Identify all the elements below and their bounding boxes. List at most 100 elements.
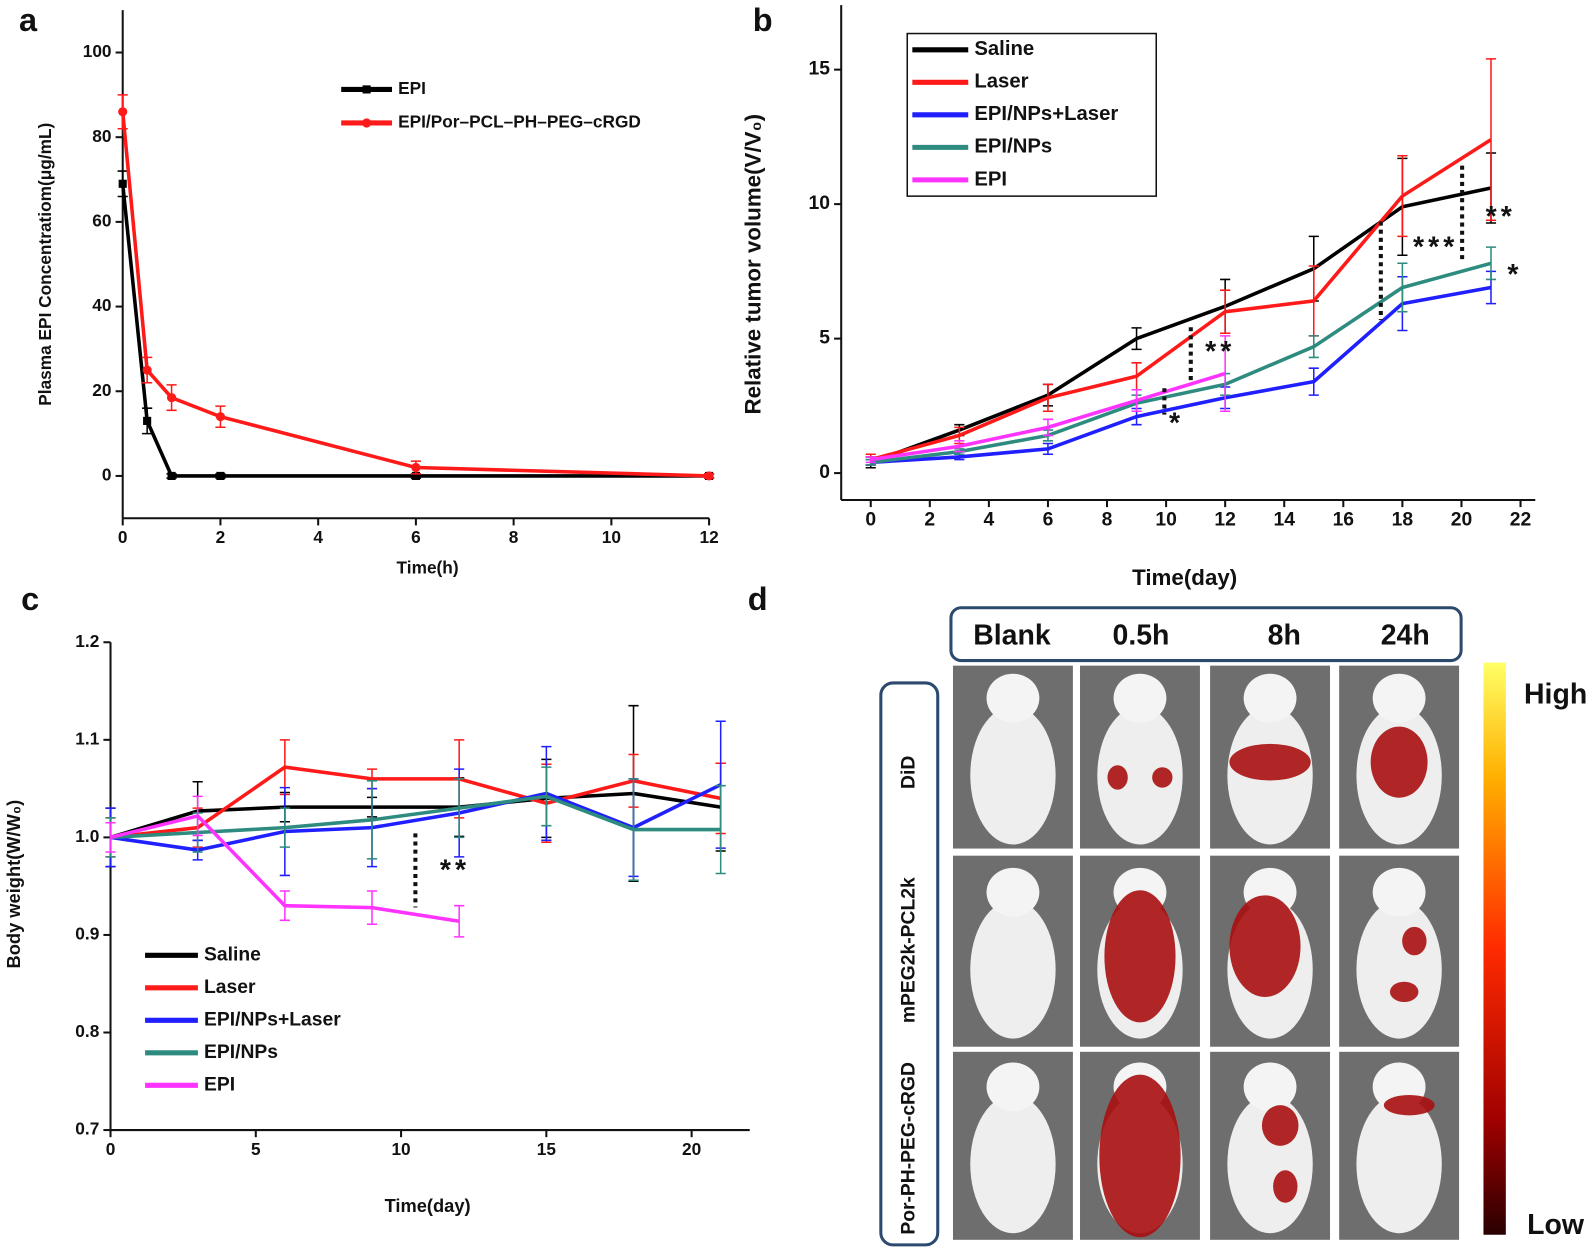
x-tick-label: 18	[1392, 509, 1414, 530]
marker	[216, 471, 225, 481]
error-bar	[454, 778, 465, 839]
error-bar	[1485, 246, 1497, 281]
y-tick-label: 80	[92, 126, 111, 146]
error-bar	[105, 821, 116, 853]
error-bar	[1485, 58, 1497, 222]
marker	[143, 416, 152, 425]
series-line	[870, 285, 1492, 465]
error-bar	[1131, 327, 1142, 351]
x-axis-label: Time(day)	[1132, 565, 1237, 590]
x-tick-label: 5	[251, 1139, 261, 1159]
signal	[1370, 726, 1428, 798]
signal	[1229, 743, 1311, 781]
series-line	[110, 783, 722, 852]
y-axis-label: Body weight(W/W₀)	[3, 800, 24, 969]
legend-label: Saline	[204, 944, 261, 965]
row-label: mPEG2k-PCL2k	[898, 877, 919, 1023]
marker	[118, 179, 127, 188]
y-tick-label: 15	[809, 59, 831, 80]
signal	[1273, 1170, 1298, 1203]
colorbar	[1483, 662, 1506, 1235]
series-line	[120, 111, 710, 478]
mouse-head	[1372, 867, 1426, 917]
row-label: DiD	[898, 756, 919, 789]
error-bar	[366, 780, 378, 860]
mouse-head	[986, 867, 1040, 917]
colorbar-high: High	[1524, 679, 1587, 711]
error-bar	[279, 807, 290, 848]
error-bar	[192, 795, 203, 837]
mouse-head	[986, 673, 1040, 723]
panel-label: a	[19, 2, 38, 38]
column-label: 8h	[1268, 620, 1301, 652]
signal	[1261, 1105, 1299, 1146]
legend-label: EPI/NPs	[974, 136, 1052, 158]
legend-label: Laser	[204, 977, 256, 998]
y-axis-label: Plasma EPI Concentratiom(μg/mL)	[35, 123, 55, 406]
error-bar	[1397, 262, 1408, 313]
error-bar	[541, 766, 552, 827]
signal	[1402, 926, 1427, 956]
error-bar	[1042, 442, 1054, 456]
annotation: *	[1507, 259, 1522, 291]
mouse-body	[970, 900, 1056, 1039]
signal	[1229, 895, 1301, 997]
x-tick-label: 22	[1510, 509, 1531, 530]
y-tick-label: 20	[92, 380, 111, 400]
y-tick-label: 5	[819, 328, 830, 349]
y-axis-label: Relative tumor volume(V/V₀)	[741, 114, 766, 415]
error-bar	[865, 456, 876, 464]
y-tick-label: 0	[819, 462, 830, 483]
mouse-head	[1372, 673, 1426, 723]
error-bar	[1308, 335, 1319, 359]
y-tick-label: 1.0	[75, 826, 99, 846]
x-tick-label: 12	[1214, 509, 1235, 530]
annotation: *	[1169, 407, 1184, 439]
signal	[1107, 765, 1128, 790]
x-tick-label: 15	[537, 1139, 557, 1159]
x-tick-label: 6	[411, 527, 421, 547]
signal	[1099, 1074, 1181, 1238]
x-tick-label: 4	[313, 527, 323, 547]
panel-label: d	[748, 581, 768, 617]
x-tick-label: 8	[1102, 509, 1113, 530]
y-tick-label: 1.1	[75, 728, 99, 748]
row-label-box	[879, 681, 940, 1247]
x-tick-label: 6	[1043, 509, 1054, 530]
mouse-body	[1097, 706, 1183, 845]
marker	[118, 107, 128, 117]
error-bar	[366, 890, 378, 925]
error-bar	[954, 440, 965, 453]
legend-label: Saline	[974, 38, 1034, 60]
panel-label: b	[753, 2, 773, 38]
series-line	[110, 791, 721, 840]
panel-label: c	[21, 581, 39, 617]
y-tick-label: 10	[809, 193, 830, 214]
y-tick-label: 60	[92, 210, 111, 230]
header-box	[949, 606, 1463, 663]
legend-label: EPI	[974, 168, 1007, 190]
signal	[1152, 767, 1173, 788]
signal	[1389, 981, 1419, 1003]
series-line	[110, 765, 722, 840]
annotation: **	[440, 854, 470, 886]
error-bar	[1220, 335, 1231, 412]
x-axis-label: Time(day)	[385, 1195, 471, 1216]
x-tick-label: 10	[1155, 509, 1176, 530]
legend-label: EPI	[398, 78, 426, 98]
legend-label: Laser	[974, 71, 1028, 93]
mouse-body	[970, 706, 1056, 845]
x-tick-label: 8	[509, 527, 519, 547]
error-bar	[1308, 367, 1319, 396]
mouse-body	[970, 1095, 1056, 1234]
legend-label: EPI/NPs	[204, 1042, 278, 1063]
series-line	[120, 183, 710, 478]
x-tick-label: 14	[1274, 509, 1296, 530]
x-tick-label: 0	[118, 527, 128, 547]
x-tick-label: 10	[602, 527, 621, 547]
x-tick-label: 16	[1333, 509, 1355, 530]
x-tick-label: 2	[924, 509, 935, 530]
legend-box	[906, 32, 1157, 197]
x-tick-label: 20	[682, 1139, 701, 1159]
colorbar-low: Low	[1527, 1209, 1585, 1241]
